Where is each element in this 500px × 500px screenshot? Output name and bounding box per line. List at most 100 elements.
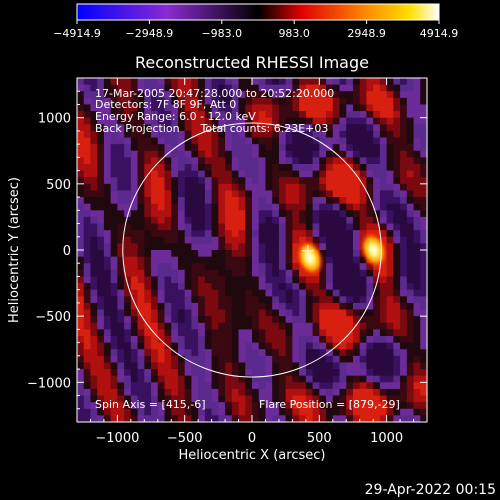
heatmap-cell: [97, 216, 105, 225]
heatmap-cell: [346, 296, 354, 304]
heatmap-cell: [117, 415, 125, 422]
heatmap-cell: [312, 137, 320, 145]
heatmap-cell: [278, 349, 287, 357]
heatmap-cell: [130, 157, 139, 165]
heatmap-cell: [225, 283, 233, 291]
heatmap-cell: [198, 322, 206, 330]
heatmap-cell: [386, 355, 394, 364]
heatmap-cell: [90, 375, 98, 383]
heatmap-cell: [245, 170, 253, 178]
heatmap-cell: [312, 309, 320, 317]
heatmap-cell: [352, 223, 361, 231]
heatmap-cell: [278, 230, 287, 238]
heatmap-cell: [245, 296, 253, 304]
heatmap-cell: [151, 369, 159, 377]
heatmap-cell: [413, 84, 421, 92]
heatmap-cell: [352, 263, 361, 271]
heatmap-cell: [245, 190, 253, 198]
heatmap-cell: [326, 216, 334, 225]
heatmap-cell: [77, 144, 85, 152]
heatmap-cell: [130, 91, 139, 99]
heatmap-cell: [171, 216, 179, 225]
heatmap-cell: [171, 210, 179, 218]
heatmap-cell: [359, 322, 368, 330]
heatmap-cell: [352, 137, 361, 145]
heatmap-cell: [231, 137, 240, 145]
heatmap-cell: [124, 415, 132, 422]
heatmap-cell: [366, 223, 374, 231]
heatmap-cell: [218, 256, 226, 264]
heatmap-cell: [218, 355, 226, 364]
heatmap-cell: [191, 177, 199, 185]
heatmap-cell: [258, 309, 267, 317]
heatmap-cell: [157, 170, 166, 178]
heatmap-cell: [420, 269, 427, 278]
heatmap-cell: [312, 216, 320, 225]
heatmap-cell: [258, 355, 267, 364]
heatmap-cell: [326, 210, 334, 218]
heatmap-cell: [359, 316, 368, 324]
heatmap-cell: [225, 362, 233, 370]
heatmap-cell: [285, 97, 293, 106]
heatmap-cell: [211, 302, 219, 311]
heatmap-cell: [130, 283, 139, 291]
heatmap-cell: [184, 395, 193, 403]
heatmap-cell: [346, 375, 354, 383]
heatmap-cell: [191, 269, 199, 278]
heatmap-cell: [164, 322, 172, 330]
heatmap-cell: [191, 210, 199, 218]
heatmap-cell: [110, 170, 118, 178]
heatmap-cell: [292, 144, 300, 152]
heatmap-cell: [177, 355, 186, 364]
heatmap-cell: [292, 150, 300, 158]
heatmap-cell: [292, 402, 300, 410]
heatmap-cell: [218, 408, 226, 416]
heatmap-cell: [83, 216, 92, 225]
heatmap-cell: [319, 91, 327, 99]
heatmap-cell: [406, 84, 415, 92]
heatmap-cell: [245, 289, 253, 297]
heatmap-cell: [400, 375, 408, 383]
heatmap-cell: [117, 84, 125, 92]
heatmap-cell: [151, 322, 159, 330]
heatmap-cell: [346, 302, 354, 311]
heatmap-cell: [245, 203, 253, 211]
heatmap-cell: [191, 84, 199, 92]
heatmap-cell: [272, 164, 280, 172]
heatmap-cell: [413, 117, 421, 125]
heatmap-cell: [144, 243, 152, 251]
heatmap-cell: [319, 230, 327, 238]
heatmap-cell: [157, 415, 166, 422]
heatmap-cell: [103, 316, 112, 324]
heatmap-cell: [319, 210, 327, 218]
heatmap-cell: [103, 289, 112, 297]
heatmap-cell: [339, 302, 347, 311]
heatmap-cell: [204, 150, 213, 158]
heatmap-cell: [319, 111, 327, 119]
heatmap-cell: [90, 91, 98, 99]
heatmap-cell: [413, 197, 421, 205]
heatmap-cell: [97, 197, 105, 205]
heatmap-cell: [292, 296, 300, 304]
heatmap-cell: [366, 190, 374, 198]
heatmap-cell: [339, 329, 347, 337]
heatmap-cell: [339, 230, 347, 238]
heatmap-cell: [400, 144, 408, 152]
heatmap-cell: [245, 91, 253, 99]
heatmap-cell: [366, 210, 374, 218]
heatmap-cell: [177, 269, 186, 278]
heatmap-cell: [373, 124, 381, 132]
heatmap-cell: [130, 203, 139, 211]
heatmap-cell: [285, 309, 293, 317]
heatmap-cell: [285, 322, 293, 330]
heatmap-cell: [231, 349, 240, 357]
heatmap-cell: [346, 223, 354, 231]
heatmap-cell: [77, 402, 85, 410]
heatmap-cell: [231, 183, 240, 192]
heatmap-cell: [319, 336, 327, 344]
heatmap-cell: [137, 97, 145, 106]
heatmap-cell: [406, 203, 415, 211]
heatmap-cell: [137, 130, 145, 139]
heatmap-cell: [319, 408, 327, 416]
